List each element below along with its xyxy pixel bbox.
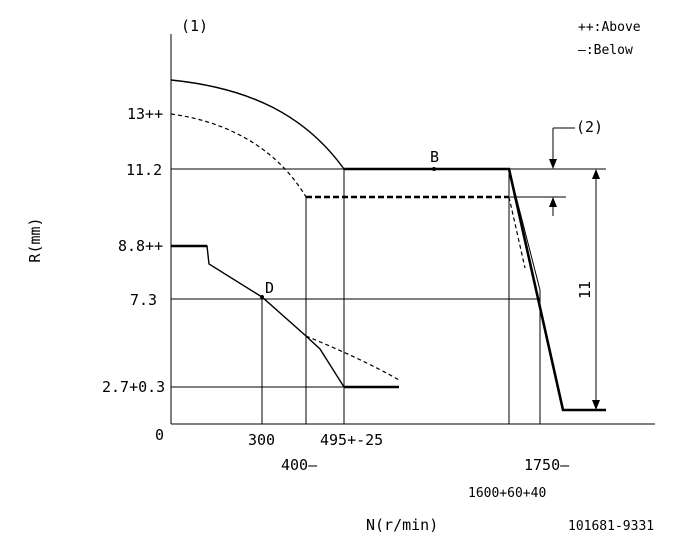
x-tick-1750: 1750—	[524, 456, 570, 474]
legend-above: ++:Above	[578, 20, 641, 35]
x-axis-title: N(r/min)	[366, 516, 438, 534]
droop-line-dashed	[508, 196, 526, 269]
y-tick-8-8: 8.8++	[118, 237, 163, 255]
x-tick-1600: 1600+60+40	[468, 486, 546, 501]
y-tick-13: 13++	[127, 105, 163, 123]
droop-line-thin	[508, 168, 541, 291]
full-load-line	[344, 167, 606, 412]
dimension-arrow-top	[592, 169, 600, 179]
y-tick-11-2: 11.2	[126, 161, 162, 179]
dimension-label-11: 11	[576, 281, 594, 299]
point-b-label: B	[430, 148, 439, 166]
point-d-marker	[260, 295, 264, 299]
y-axis-title: R(mm)	[26, 217, 44, 262]
x-tick-300: 300	[248, 431, 275, 449]
dimension-arrow-bottom	[592, 400, 600, 410]
tolerance-arrow-top	[549, 159, 557, 169]
y-tick-2-7: 2.7+0.3	[102, 378, 165, 396]
figure-label-1: (1)	[181, 17, 208, 35]
point-d-label: D	[265, 279, 274, 297]
idle-curve-solid	[171, 245, 399, 388]
legend-below: —:Below	[578, 43, 633, 58]
point-b-marker	[432, 167, 436, 171]
x-tick-400: 400—	[281, 456, 318, 474]
note-label-2: (2)	[576, 118, 603, 136]
x-tick-495: 495+-25	[320, 431, 383, 449]
origin-label: 0	[155, 426, 164, 444]
y-tick-7-3: 7.3	[130, 291, 157, 309]
upper-curve-solid	[170, 79, 345, 170]
upper-curve-dashed	[170, 113, 307, 198]
tolerance-arrow-bottom	[549, 197, 557, 207]
part-number: 101681-9331	[568, 519, 654, 534]
idle-curve-dashed	[305, 335, 400, 381]
